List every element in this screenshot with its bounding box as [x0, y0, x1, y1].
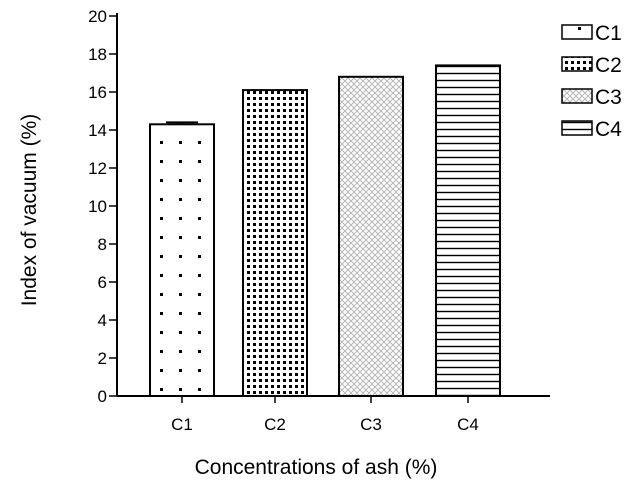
bars	[149, 64, 501, 398]
bar-c4	[435, 64, 501, 398]
legend-swatch-c1	[561, 24, 593, 40]
legend-swatch-c4	[561, 120, 593, 136]
legend-label-c2: C2	[595, 54, 622, 77]
x-tick-label: C2	[264, 415, 286, 434]
bar-c2	[242, 89, 308, 397]
legend-label-c3: C3	[595, 86, 622, 109]
x-tick-label: C3	[360, 415, 382, 434]
y-tick-label: 6	[98, 273, 107, 292]
axes: 0 2 4 6 8 10 12 14 16 18 20 C1 C2 C3 C4	[88, 7, 550, 434]
y-tick-label: 10	[88, 197, 107, 216]
y-tick-label: 8	[98, 235, 107, 254]
y-tick-label: 20	[88, 7, 107, 26]
bar-c3	[338, 75, 404, 398]
bar-c1	[149, 123, 215, 398]
y-ticks: 0 2 4 6 8 10 12 14 16 18 20	[88, 7, 117, 406]
x-tick-label: C4	[457, 415, 479, 434]
x-axis-title: Concentrations of ash (%)	[195, 456, 438, 479]
x-tick-label: C1	[171, 415, 193, 434]
y-tick-label: 14	[88, 121, 107, 140]
y-tick-label: 16	[88, 83, 107, 102]
legend-label-c1: C1	[595, 22, 622, 45]
y-tick-label: 12	[88, 159, 107, 178]
y-tick-label: 0	[98, 387, 107, 406]
legend-label-c4: C4	[595, 118, 622, 141]
legend-swatch-c2	[561, 56, 593, 72]
y-tick-label: 4	[98, 311, 107, 330]
legend: C1 C2 C3 C4	[561, 22, 622, 141]
y-tick-label: 18	[88, 45, 107, 64]
y-axis-title: Index of vacuum (%)	[18, 114, 41, 307]
y-tick-label: 2	[98, 349, 107, 368]
legend-swatch-c3	[561, 88, 593, 104]
x-ticks: C1 C2 C3 C4	[171, 396, 479, 434]
